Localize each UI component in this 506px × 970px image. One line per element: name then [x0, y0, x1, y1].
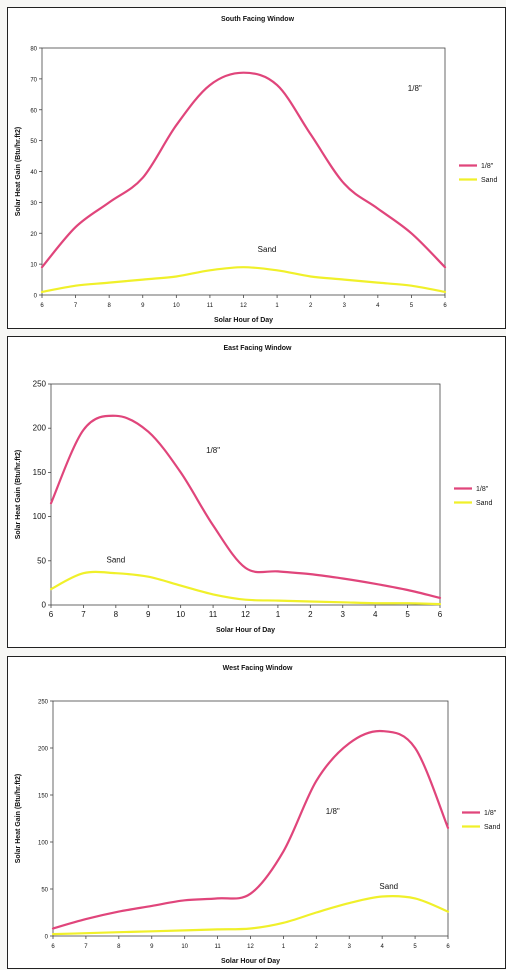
east-x-tick-label: 2 — [308, 610, 313, 619]
south-y-tick-label: 60 — [30, 108, 37, 114]
chart-panel-west: West Facing Window 0 50 100 150 200 250 6 7 8 9 10 1… — [7, 656, 506, 969]
west-x-tick-label: 8 — [117, 944, 121, 950]
east-y-tick-label: 150 — [33, 468, 47, 477]
west-x-tick-label: 6 — [51, 944, 55, 950]
east-y-axis-label: Solar Heat Gain (Btu/hr.ft2) — [15, 450, 22, 539]
west-y-tick-label: 100 — [38, 841, 49, 847]
west-annotation-sand: Sand — [379, 882, 398, 891]
east-y-tick-label: 0 — [42, 601, 47, 610]
west-x-tick-label: 6 — [446, 944, 450, 950]
west-series-sand-line — [51, 894, 450, 936]
east-x-tick-label: 1 — [276, 610, 281, 619]
south-x-tick-label: 12 — [240, 303, 247, 309]
west-y-tick-label: 250 — [38, 700, 49, 706]
south-y-tick-label: 0 — [34, 294, 38, 300]
west-y-tick-label: 50 — [41, 888, 48, 894]
east-x-tick-label: 10 — [176, 610, 185, 619]
west-annotation-eighth-inch: 1/8" — [326, 807, 340, 816]
south-y-axis-label: Solar Heat Gain (Btu/hr.ft2) — [15, 127, 22, 216]
east-y-tick-label: 50 — [37, 556, 46, 565]
east-legend-label-eighth-inch: 1/8" — [476, 486, 489, 493]
east-annotation-eighth-inch: 1/8" — [206, 446, 220, 455]
south-y-tick-label: 40 — [30, 170, 37, 176]
south-legend-label-sand: Sand — [481, 177, 497, 184]
east-x-tick-label: 6 — [49, 610, 54, 619]
south-chart-title: South Facing Window — [221, 16, 295, 23]
east-legend-label-sand: Sand — [476, 500, 492, 507]
south-plot-area — [41, 47, 446, 296]
east-chart-svg: East Facing Window 0 50 100 150 200 250 6 7 8 9 10 1… — [15, 345, 492, 634]
south-x-tick-label: 11 — [207, 303, 214, 309]
west-legend-label-sand: Sand — [484, 824, 500, 831]
south-annotation-sand: Sand — [258, 245, 277, 254]
east-series-eighth-inch-line — [49, 414, 442, 599]
west-y-tick-label: 0 — [45, 935, 49, 941]
east-y-tick-label: 250 — [33, 380, 47, 389]
south-annotation-eighth-inch: 1/8" — [408, 84, 422, 93]
south-x-tick-label: 9 — [141, 303, 145, 309]
south-x-tick-label: 10 — [173, 303, 180, 309]
west-plot-area — [52, 700, 449, 937]
south-series-sand-line — [40, 266, 447, 293]
west-y-tick-label: 200 — [38, 747, 49, 753]
west-y-axis-label: Solar Heat Gain (Btu/hr.ft2) — [15, 774, 22, 863]
east-chart-title: East Facing Window — [224, 345, 293, 352]
south-x-tick-label: 5 — [410, 303, 414, 309]
south-x-axis-label: Solar Hour of Day — [214, 317, 273, 324]
south-x-tick-label: 3 — [343, 303, 347, 309]
west-series-eighth-inch-line — [51, 729, 450, 930]
west-x-tick-label: 5 — [413, 944, 417, 950]
south-y-tick-label: 80 — [30, 47, 37, 53]
east-x-tick-label: 8 — [114, 610, 119, 619]
west-x-tick-label: 2 — [315, 944, 319, 950]
south-legend-label-eighth-inch: 1/8" — [481, 163, 494, 170]
west-x-tick-label: 10 — [181, 944, 188, 950]
east-x-tick-label: 4 — [373, 610, 378, 619]
east-x-axis-label: Solar Hour of Day — [216, 627, 275, 634]
south-x-tick-label: 4 — [376, 303, 380, 309]
south-chart-svg: South Facing Window 0 10 20 30 40 50 60 70 80 6 7 8 9… — [15, 16, 497, 324]
west-x-tick-label: 11 — [214, 944, 221, 950]
east-x-tick-label: 5 — [405, 610, 410, 619]
chart-panel-east: East Facing Window 0 50 100 150 200 250 6 7 8 9 10 1… — [7, 336, 506, 648]
south-y-tick-label: 70 — [30, 77, 37, 83]
south-x-tick-label: 8 — [107, 303, 111, 309]
west-chart-svg: West Facing Window 0 50 100 150 200 250 6 7 8 9 10 1… — [15, 665, 500, 965]
south-x-tick-label: 7 — [74, 303, 78, 309]
chart-panel-south: South Facing Window 0 10 20 30 40 50 60 70 80 6 7 8 9… — [7, 7, 506, 329]
east-x-tick-label: 7 — [81, 610, 86, 619]
west-x-tick-label: 4 — [380, 944, 384, 950]
east-y-tick-label: 100 — [33, 512, 47, 521]
east-series-sand-line — [49, 570, 442, 606]
west-x-tick-label: 9 — [150, 944, 154, 950]
south-x-tick-label: 1 — [275, 303, 279, 309]
west-chart-title: West Facing Window — [223, 665, 293, 672]
east-x-tick-label: 6 — [438, 610, 443, 619]
west-x-tick-label: 12 — [247, 944, 254, 950]
east-x-tick-label: 12 — [241, 610, 250, 619]
south-y-tick-label: 20 — [30, 232, 37, 238]
south-y-tick-label: 50 — [30, 139, 37, 145]
east-y-tick-label: 200 — [33, 424, 47, 433]
east-x-tick-label: 3 — [341, 610, 346, 619]
east-x-tick-label: 9 — [146, 610, 151, 619]
west-x-tick-label: 7 — [84, 944, 88, 950]
east-annotation-sand: Sand — [106, 556, 125, 565]
west-y-tick-label: 150 — [38, 794, 49, 800]
east-x-tick-label: 11 — [209, 610, 218, 619]
south-y-tick-label: 30 — [30, 201, 37, 207]
south-x-tick-label: 2 — [309, 303, 313, 309]
west-x-tick-label: 3 — [348, 944, 352, 950]
west-legend-label-eighth-inch: 1/8" — [484, 810, 497, 817]
west-x-tick-label: 1 — [282, 944, 286, 950]
south-y-tick-label: 10 — [30, 263, 37, 269]
west-x-axis-label: Solar Hour of Day — [221, 958, 280, 965]
south-x-tick-label: 6 — [40, 303, 44, 309]
south-series-eighth-inch-line — [40, 71, 447, 269]
south-x-tick-label: 6 — [443, 303, 447, 309]
